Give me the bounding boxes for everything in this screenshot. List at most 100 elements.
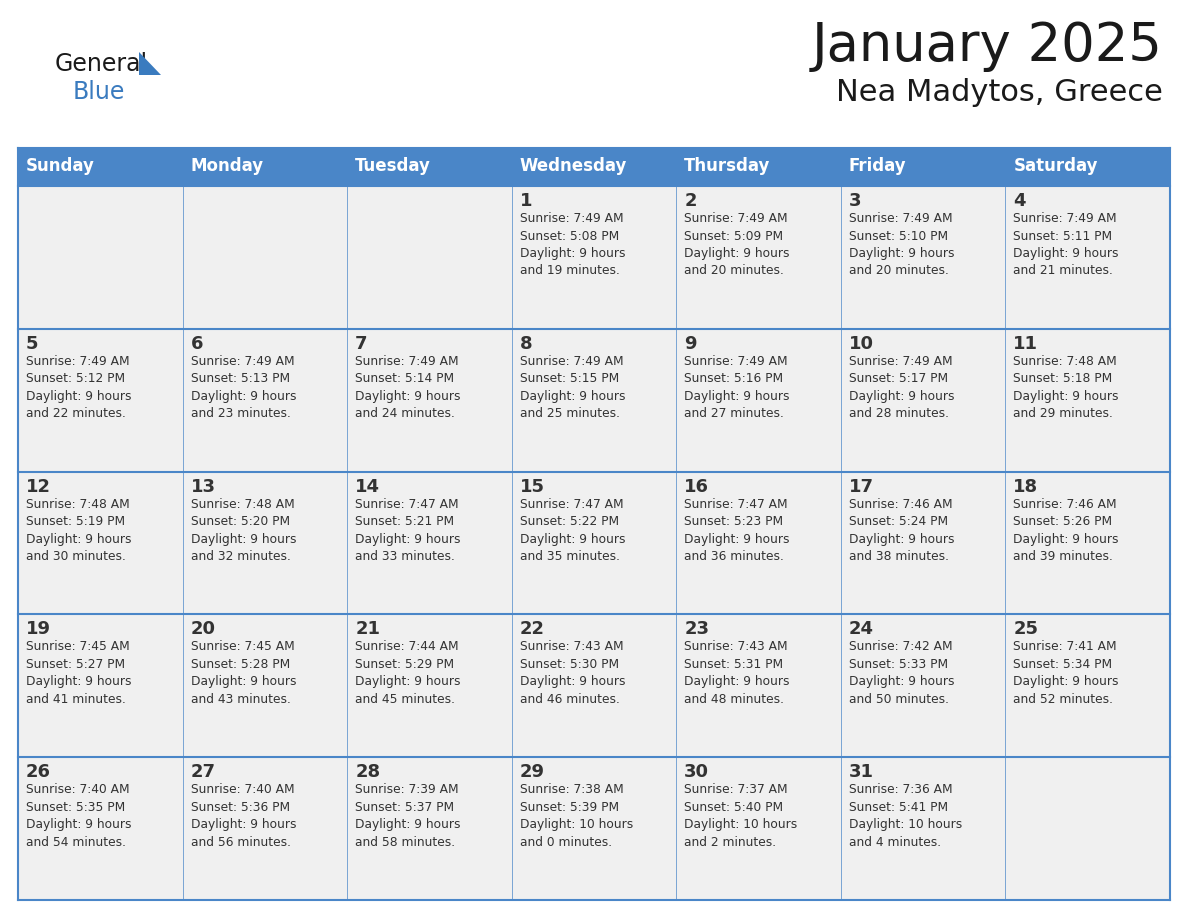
Text: 23: 23 [684, 621, 709, 638]
Text: Monday: Monday [190, 157, 264, 175]
Text: 11: 11 [1013, 335, 1038, 353]
Bar [676, 472, 841, 614]
Text: 28: 28 [355, 763, 380, 781]
Bar [512, 329, 676, 472]
Text: Sunrise: 7:48 AM
Sunset: 5:19 PM
Daylight: 9 hours
and 30 minutes.: Sunrise: 7:48 AM Sunset: 5:19 PM Dayligh… [26, 498, 132, 563]
Text: 17: 17 [849, 477, 874, 496]
Bar [1005, 186, 1170, 329]
Text: Tuesday: Tuesday [355, 157, 431, 175]
Text: 3: 3 [849, 192, 861, 210]
Text: Sunrise: 7:44 AM
Sunset: 5:29 PM
Daylight: 9 hours
and 45 minutes.: Sunrise: 7:44 AM Sunset: 5:29 PM Dayligh… [355, 641, 461, 706]
Text: 25: 25 [1013, 621, 1038, 638]
Text: Sunday: Sunday [26, 157, 95, 175]
Text: Sunrise: 7:36 AM
Sunset: 5:41 PM
Daylight: 10 hours
and 4 minutes.: Sunrise: 7:36 AM Sunset: 5:41 PM Dayligh… [849, 783, 962, 849]
Text: 19: 19 [26, 621, 51, 638]
Bar [841, 472, 1005, 614]
Text: Sunrise: 7:40 AM
Sunset: 5:36 PM
Daylight: 9 hours
and 56 minutes.: Sunrise: 7:40 AM Sunset: 5:36 PM Dayligh… [190, 783, 296, 849]
Bar [18, 614, 183, 757]
Bar [18, 186, 183, 329]
Text: 13: 13 [190, 477, 215, 496]
Bar [18, 472, 183, 614]
Text: Nea Madytos, Greece: Nea Madytos, Greece [836, 78, 1163, 107]
Text: Sunrise: 7:41 AM
Sunset: 5:34 PM
Daylight: 9 hours
and 52 minutes.: Sunrise: 7:41 AM Sunset: 5:34 PM Dayligh… [1013, 641, 1119, 706]
Text: 29: 29 [519, 763, 545, 781]
Text: 21: 21 [355, 621, 380, 638]
Text: Sunrise: 7:46 AM
Sunset: 5:24 PM
Daylight: 9 hours
and 38 minutes.: Sunrise: 7:46 AM Sunset: 5:24 PM Dayligh… [849, 498, 954, 563]
Text: Sunrise: 7:49 AM
Sunset: 5:16 PM
Daylight: 9 hours
and 27 minutes.: Sunrise: 7:49 AM Sunset: 5:16 PM Dayligh… [684, 354, 790, 420]
Bar [512, 186, 676, 329]
Bar [347, 329, 512, 472]
Text: Sunrise: 7:45 AM
Sunset: 5:28 PM
Daylight: 9 hours
and 43 minutes.: Sunrise: 7:45 AM Sunset: 5:28 PM Dayligh… [190, 641, 296, 706]
Text: Friday: Friday [849, 157, 906, 175]
Text: Sunrise: 7:49 AM
Sunset: 5:15 PM
Daylight: 9 hours
and 25 minutes.: Sunrise: 7:49 AM Sunset: 5:15 PM Dayligh… [519, 354, 625, 420]
Text: 30: 30 [684, 763, 709, 781]
Text: 9: 9 [684, 335, 697, 353]
Text: 18: 18 [1013, 477, 1038, 496]
Bar [512, 614, 676, 757]
Text: 7: 7 [355, 335, 367, 353]
Bar [183, 614, 347, 757]
Text: 15: 15 [519, 477, 545, 496]
Text: 20: 20 [190, 621, 215, 638]
Bar [18, 329, 183, 472]
Bar [183, 472, 347, 614]
Text: Sunrise: 7:38 AM
Sunset: 5:39 PM
Daylight: 10 hours
and 0 minutes.: Sunrise: 7:38 AM Sunset: 5:39 PM Dayligh… [519, 783, 633, 849]
Text: Sunrise: 7:48 AM
Sunset: 5:18 PM
Daylight: 9 hours
and 29 minutes.: Sunrise: 7:48 AM Sunset: 5:18 PM Dayligh… [1013, 354, 1119, 420]
Text: General: General [55, 52, 148, 76]
Polygon shape [139, 52, 162, 75]
Bar [183, 186, 347, 329]
Bar [18, 148, 1170, 186]
Bar [1005, 614, 1170, 757]
Text: Sunrise: 7:49 AM
Sunset: 5:17 PM
Daylight: 9 hours
and 28 minutes.: Sunrise: 7:49 AM Sunset: 5:17 PM Dayligh… [849, 354, 954, 420]
Text: 1: 1 [519, 192, 532, 210]
Text: Sunrise: 7:49 AM
Sunset: 5:12 PM
Daylight: 9 hours
and 22 minutes.: Sunrise: 7:49 AM Sunset: 5:12 PM Dayligh… [26, 354, 132, 420]
Text: Wednesday: Wednesday [519, 157, 627, 175]
Bar [676, 329, 841, 472]
Bar [18, 757, 183, 900]
Text: Sunrise: 7:40 AM
Sunset: 5:35 PM
Daylight: 9 hours
and 54 minutes.: Sunrise: 7:40 AM Sunset: 5:35 PM Dayligh… [26, 783, 132, 849]
Bar [512, 757, 676, 900]
Text: Sunrise: 7:47 AM
Sunset: 5:21 PM
Daylight: 9 hours
and 33 minutes.: Sunrise: 7:47 AM Sunset: 5:21 PM Dayligh… [355, 498, 461, 563]
Text: 5: 5 [26, 335, 38, 353]
Bar [1005, 472, 1170, 614]
Text: 27: 27 [190, 763, 215, 781]
Text: 8: 8 [519, 335, 532, 353]
Text: 10: 10 [849, 335, 874, 353]
Text: Sunrise: 7:45 AM
Sunset: 5:27 PM
Daylight: 9 hours
and 41 minutes.: Sunrise: 7:45 AM Sunset: 5:27 PM Dayligh… [26, 641, 132, 706]
Text: 4: 4 [1013, 192, 1026, 210]
Bar [841, 186, 1005, 329]
Text: 6: 6 [190, 335, 203, 353]
Bar [676, 186, 841, 329]
Text: Blue: Blue [72, 80, 126, 104]
Text: Sunrise: 7:49 AM
Sunset: 5:14 PM
Daylight: 9 hours
and 24 minutes.: Sunrise: 7:49 AM Sunset: 5:14 PM Dayligh… [355, 354, 461, 420]
Text: Sunrise: 7:48 AM
Sunset: 5:20 PM
Daylight: 9 hours
and 32 minutes.: Sunrise: 7:48 AM Sunset: 5:20 PM Dayligh… [190, 498, 296, 563]
Bar [841, 614, 1005, 757]
Text: 26: 26 [26, 763, 51, 781]
Text: Sunrise: 7:47 AM
Sunset: 5:23 PM
Daylight: 9 hours
and 36 minutes.: Sunrise: 7:47 AM Sunset: 5:23 PM Dayligh… [684, 498, 790, 563]
Bar [347, 472, 512, 614]
Text: Sunrise: 7:43 AM
Sunset: 5:31 PM
Daylight: 9 hours
and 48 minutes.: Sunrise: 7:43 AM Sunset: 5:31 PM Dayligh… [684, 641, 790, 706]
Bar [347, 186, 512, 329]
Text: Saturday: Saturday [1013, 157, 1098, 175]
Bar [183, 329, 347, 472]
Text: Sunrise: 7:49 AM
Sunset: 5:08 PM
Daylight: 9 hours
and 19 minutes.: Sunrise: 7:49 AM Sunset: 5:08 PM Dayligh… [519, 212, 625, 277]
Text: 24: 24 [849, 621, 874, 638]
Text: Sunrise: 7:46 AM
Sunset: 5:26 PM
Daylight: 9 hours
and 39 minutes.: Sunrise: 7:46 AM Sunset: 5:26 PM Dayligh… [1013, 498, 1119, 563]
Text: 16: 16 [684, 477, 709, 496]
Bar [676, 614, 841, 757]
Text: 2: 2 [684, 192, 697, 210]
Bar [183, 757, 347, 900]
Text: Sunrise: 7:37 AM
Sunset: 5:40 PM
Daylight: 10 hours
and 2 minutes.: Sunrise: 7:37 AM Sunset: 5:40 PM Dayligh… [684, 783, 797, 849]
Text: Sunrise: 7:42 AM
Sunset: 5:33 PM
Daylight: 9 hours
and 50 minutes.: Sunrise: 7:42 AM Sunset: 5:33 PM Dayligh… [849, 641, 954, 706]
Text: 12: 12 [26, 477, 51, 496]
Text: Sunrise: 7:49 AM
Sunset: 5:09 PM
Daylight: 9 hours
and 20 minutes.: Sunrise: 7:49 AM Sunset: 5:09 PM Dayligh… [684, 212, 790, 277]
Text: 14: 14 [355, 477, 380, 496]
Bar [347, 757, 512, 900]
Text: Sunrise: 7:39 AM
Sunset: 5:37 PM
Daylight: 9 hours
and 58 minutes.: Sunrise: 7:39 AM Sunset: 5:37 PM Dayligh… [355, 783, 461, 849]
Text: Sunrise: 7:49 AM
Sunset: 5:11 PM
Daylight: 9 hours
and 21 minutes.: Sunrise: 7:49 AM Sunset: 5:11 PM Dayligh… [1013, 212, 1119, 277]
Text: 22: 22 [519, 621, 545, 638]
Text: Sunrise: 7:49 AM
Sunset: 5:10 PM
Daylight: 9 hours
and 20 minutes.: Sunrise: 7:49 AM Sunset: 5:10 PM Dayligh… [849, 212, 954, 277]
Text: Sunrise: 7:47 AM
Sunset: 5:22 PM
Daylight: 9 hours
and 35 minutes.: Sunrise: 7:47 AM Sunset: 5:22 PM Dayligh… [519, 498, 625, 563]
Bar [347, 614, 512, 757]
Text: 31: 31 [849, 763, 874, 781]
